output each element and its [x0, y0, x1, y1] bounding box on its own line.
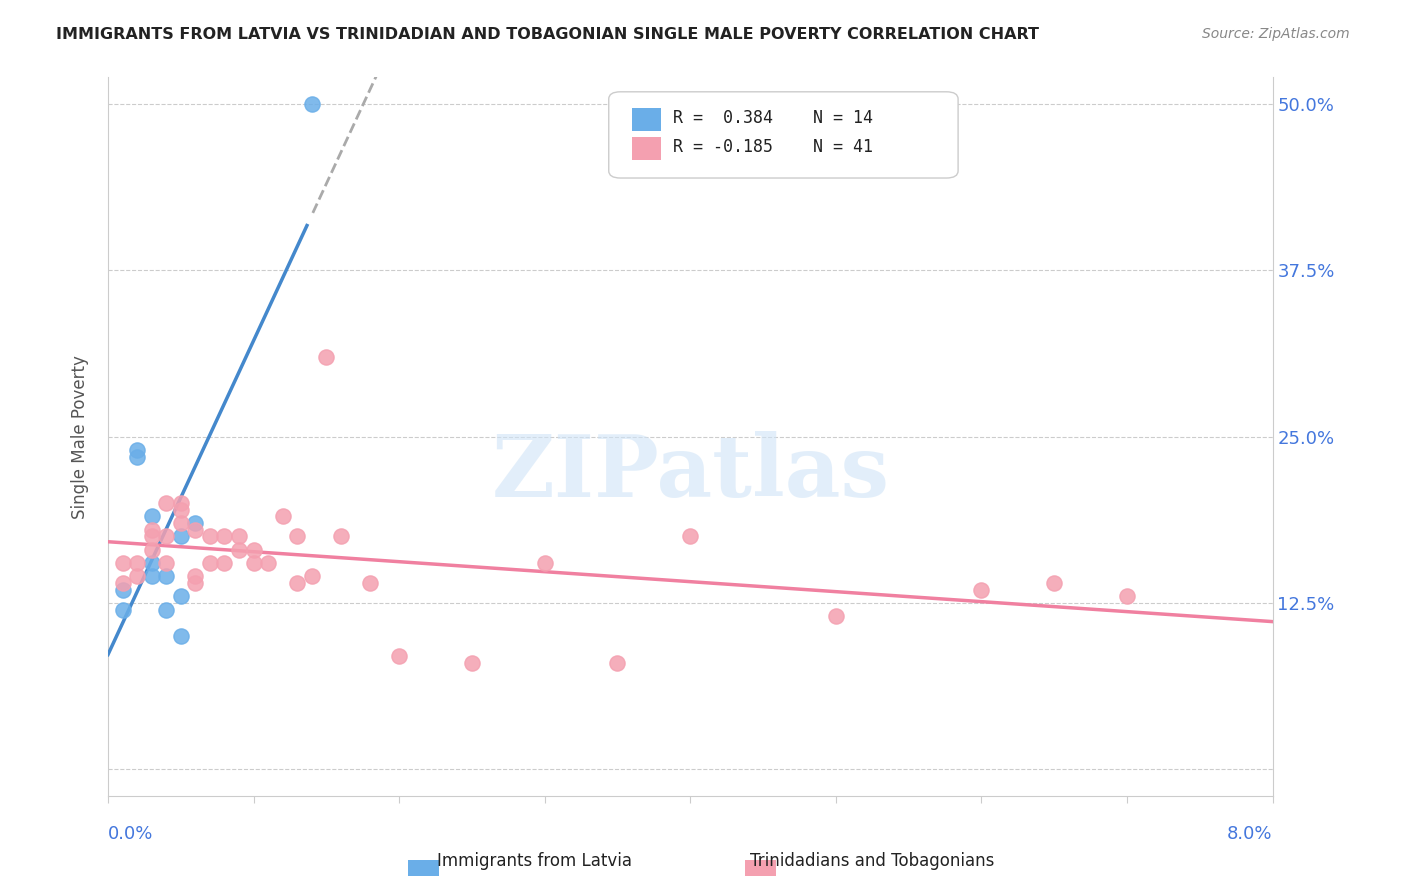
Point	[141, 529, 163, 543]
Point	[127, 569, 149, 583]
Point	[155, 529, 177, 543]
Point	[155, 556, 177, 570]
Bar	[633, 137, 661, 160]
Point	[228, 529, 250, 543]
Point	[184, 576, 207, 591]
Text: ZIPatlas: ZIPatlas	[491, 431, 889, 515]
Y-axis label: Single Male Poverty: Single Male Poverty	[72, 355, 89, 518]
Point	[388, 649, 411, 664]
Point	[301, 97, 323, 112]
Point	[1043, 576, 1066, 591]
Point	[271, 509, 294, 524]
Point	[184, 516, 207, 530]
Point	[198, 556, 221, 570]
Point	[242, 542, 264, 557]
Point	[127, 556, 149, 570]
FancyBboxPatch shape	[609, 92, 957, 178]
Text: 0.0%: 0.0%	[108, 824, 153, 843]
Text: IMMIGRANTS FROM LATVIA VS TRINIDADIAN AND TOBAGONIAN SINGLE MALE POVERTY CORRELA: IMMIGRANTS FROM LATVIA VS TRINIDADIAN AN…	[56, 27, 1039, 42]
Point	[111, 582, 134, 597]
Point	[824, 609, 846, 624]
Point	[170, 529, 193, 543]
Point	[155, 602, 177, 616]
Point	[111, 602, 134, 616]
Point	[257, 556, 280, 570]
Point	[214, 529, 236, 543]
Point	[1116, 589, 1139, 603]
Text: R =  0.384    N = 14: R = 0.384 N = 14	[673, 110, 873, 128]
Point	[170, 629, 193, 643]
Point	[285, 529, 308, 543]
Point	[127, 442, 149, 457]
Point	[461, 656, 484, 670]
Point	[170, 589, 193, 603]
Text: 8.0%: 8.0%	[1227, 824, 1272, 843]
Text: Trinidadians and Tobagonians: Trinidadians and Tobagonians	[749, 852, 994, 870]
Point	[228, 542, 250, 557]
Point	[184, 569, 207, 583]
Point	[359, 576, 381, 591]
Point	[155, 496, 177, 510]
Point	[141, 542, 163, 557]
Point	[970, 582, 993, 597]
Point	[329, 529, 352, 543]
Point	[170, 503, 193, 517]
Point	[141, 509, 163, 524]
Point	[285, 576, 308, 591]
Point	[141, 556, 163, 570]
Point	[111, 576, 134, 591]
Point	[184, 523, 207, 537]
Point	[111, 556, 134, 570]
Point	[242, 556, 264, 570]
Point	[533, 556, 555, 570]
Point	[141, 569, 163, 583]
Point	[198, 529, 221, 543]
Point	[155, 569, 177, 583]
Point	[606, 656, 628, 670]
Point	[127, 450, 149, 464]
Text: R = -0.185    N = 41: R = -0.185 N = 41	[673, 138, 873, 156]
Point	[301, 569, 323, 583]
Bar	[633, 108, 661, 131]
Text: Source: ZipAtlas.com: Source: ZipAtlas.com	[1202, 27, 1350, 41]
Point	[214, 556, 236, 570]
Point	[170, 496, 193, 510]
Point	[315, 350, 337, 364]
Point	[170, 516, 193, 530]
Point	[679, 529, 702, 543]
Text: Immigrants from Latvia: Immigrants from Latvia	[437, 852, 631, 870]
Point	[141, 523, 163, 537]
